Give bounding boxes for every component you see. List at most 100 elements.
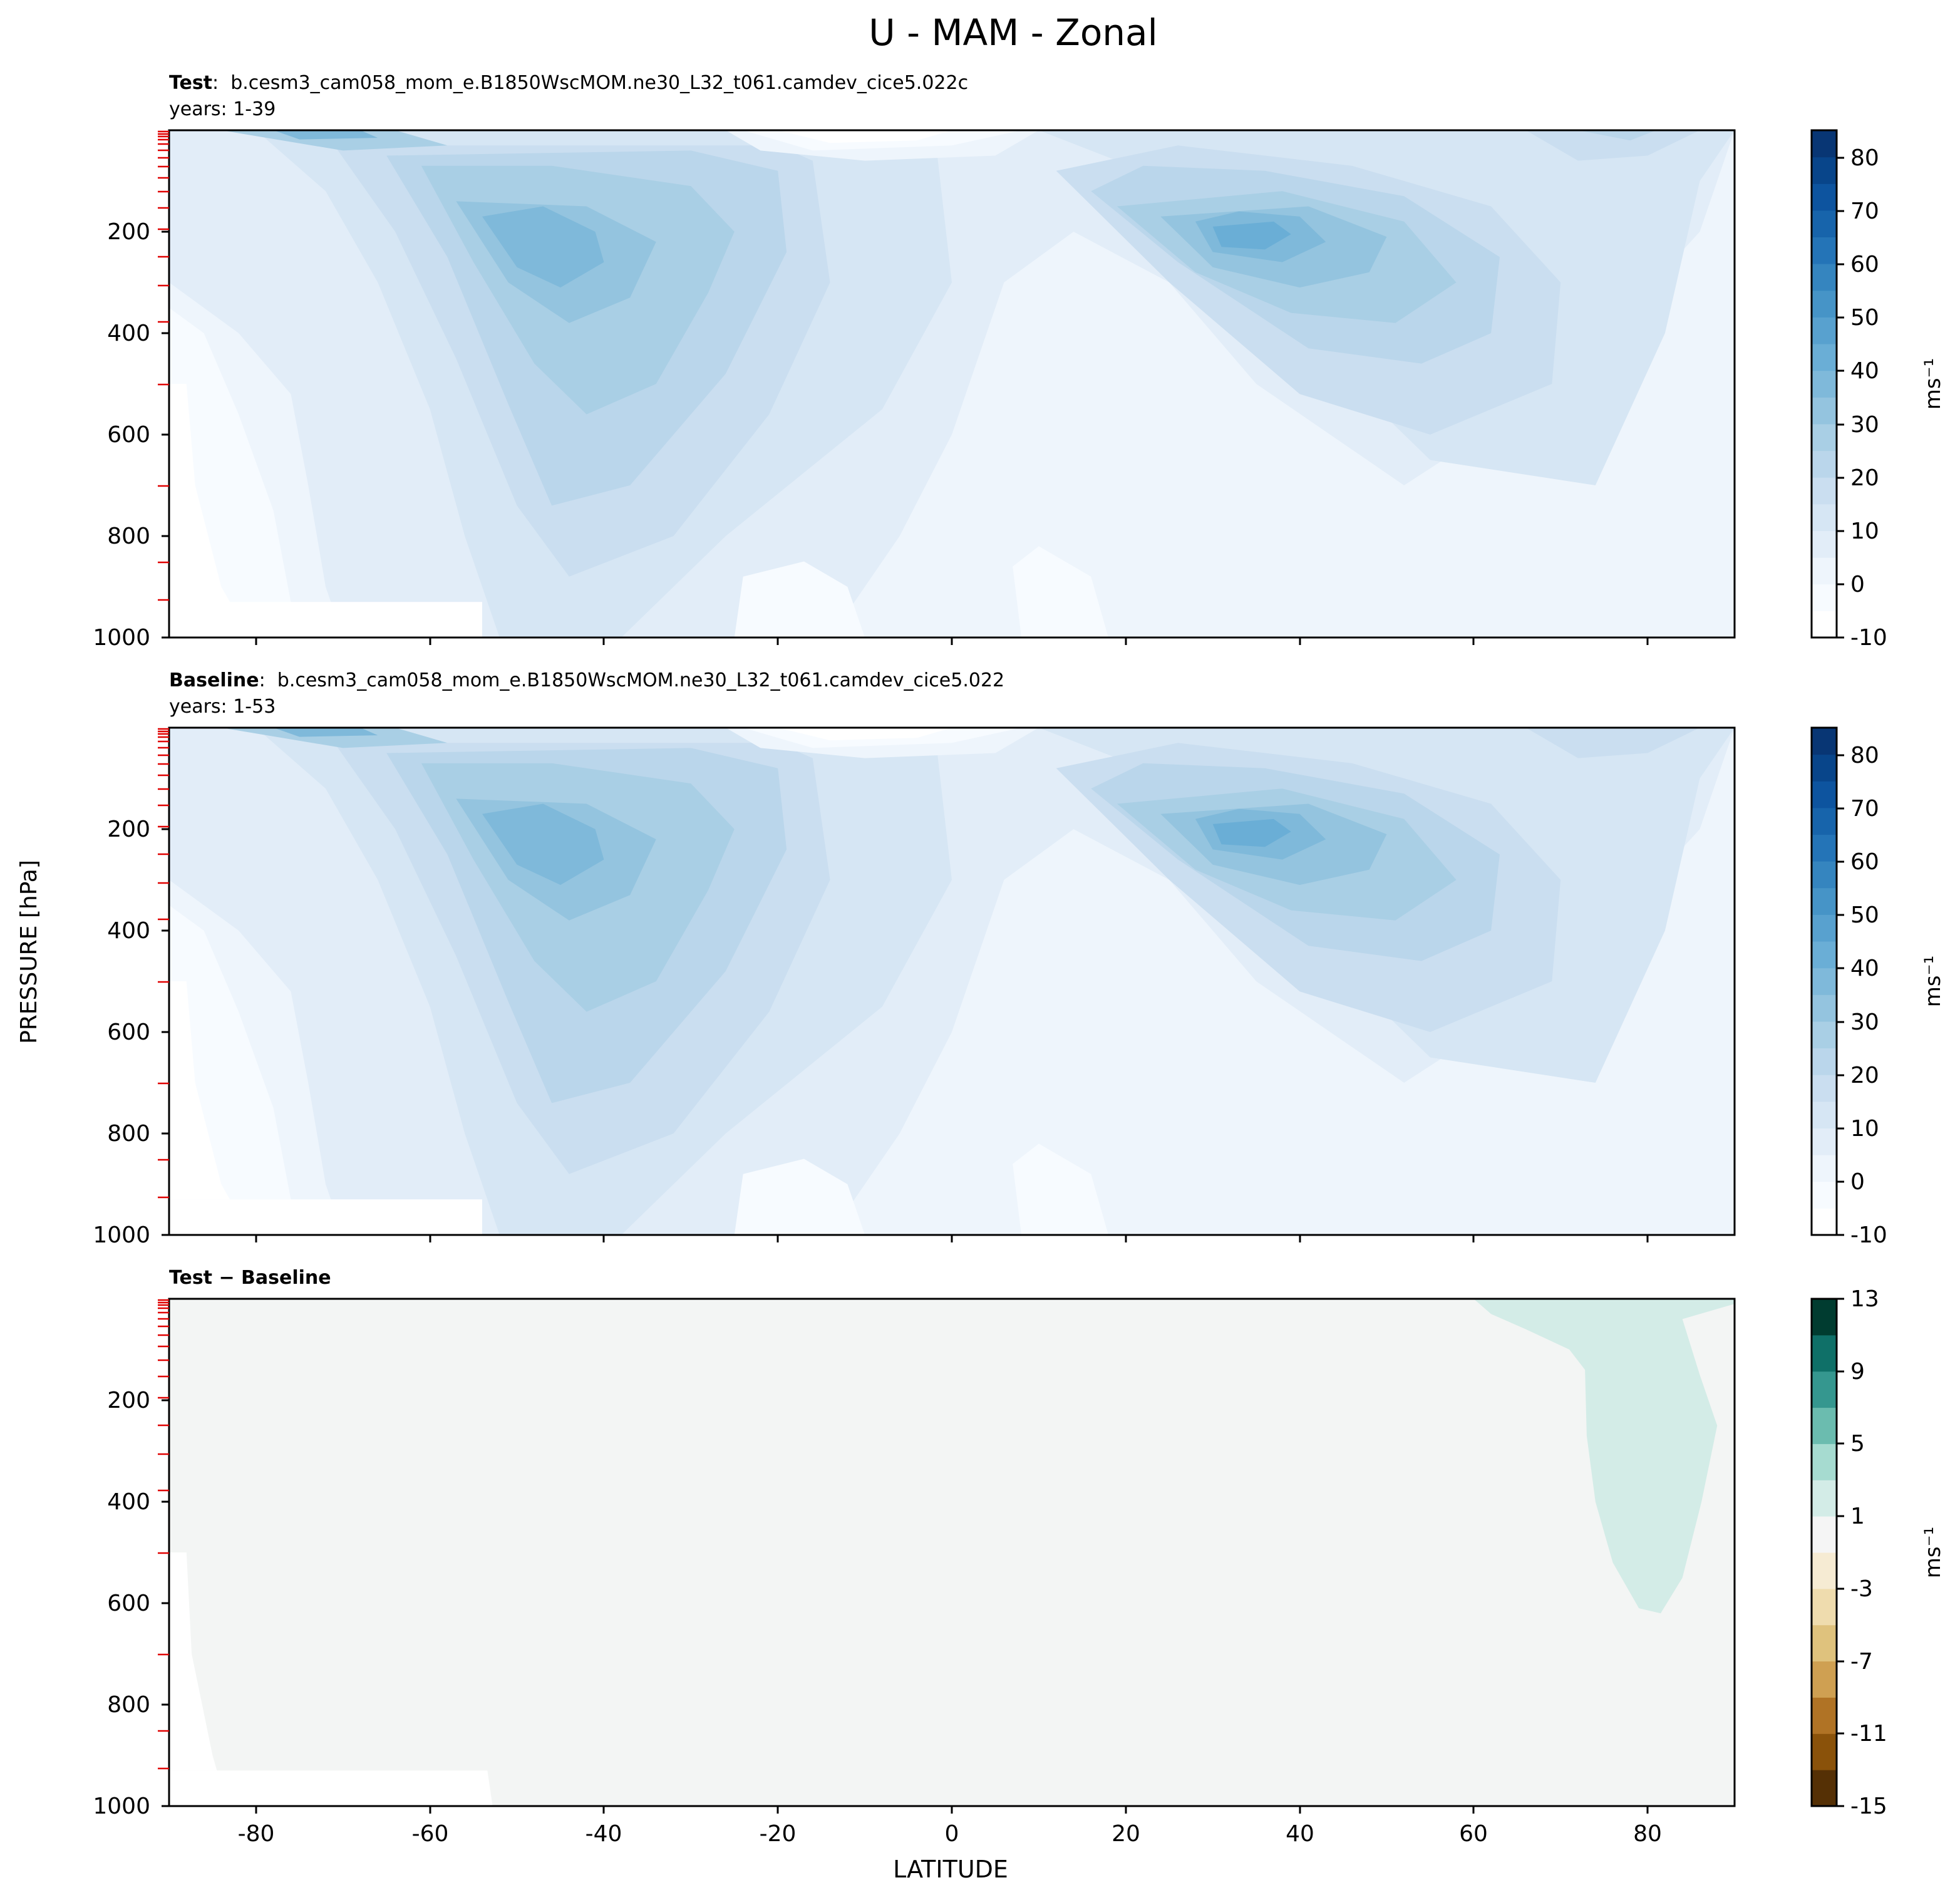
x-tick-label: 0	[945, 1821, 959, 1847]
colorbar-swatch	[1812, 1048, 1837, 1075]
panel-test-title-rest: : b.cesm3_cam058_mom_e.B1850WscMOM.ne30_…	[212, 72, 968, 94]
colorbar-baseline: 80 70 60 50 40 30 20 10 0 -10 ms⁻¹	[1810, 726, 1946, 1248]
y-tick-label: 1000	[93, 625, 150, 651]
y-tick-label: 1000	[93, 1794, 150, 1819]
colorbar-tick-label: 70	[1850, 796, 1879, 822]
colorbar-swatch	[1812, 183, 1837, 211]
colorbar-swatch	[1812, 370, 1837, 398]
colorbar-test: 80 70 60 50 40 30 20 10 0 -10 ms⁻¹	[1810, 129, 1946, 651]
colorbar-swatch	[1812, 1516, 1837, 1553]
contour-field-difference	[169, 1299, 1735, 1806]
colorbar-swatch	[1812, 1181, 1837, 1209]
colorbar-swatch	[1812, 1697, 1837, 1734]
panel-baseline: Baseline: b.cesm3_cam058_mom_e.B1850WscM…	[93, 669, 1946, 1248]
shared-x-axis-label: LATITUDE	[893, 1856, 1008, 1883]
y-ticks-baseline	[162, 828, 169, 1236]
y-tick-labels-baseline: 200 400 600 800 1000	[93, 817, 150, 1248]
colorbar-baseline-ticks	[1837, 754, 1844, 1236]
colorbar-tick-label: 50	[1850, 305, 1879, 331]
y-tick-label: 200	[107, 1388, 150, 1413]
colorbar-swatch	[1812, 807, 1837, 835]
colorbar-swatch	[1812, 1733, 1837, 1770]
colorbar-difference-frame	[1810, 1298, 1838, 1807]
colorbar-baseline-tick-labels: 80 70 60 50 40 30 20 10 0 -10	[1850, 743, 1887, 1248]
colorbar-swatch	[1812, 1335, 1837, 1372]
colorbar-swatch	[1812, 861, 1837, 889]
y-tick-label: 600	[107, 422, 150, 448]
y-tick-label: 200	[107, 817, 150, 842]
x-ticks-baseline	[255, 1235, 1649, 1242]
colorbar-swatch	[1812, 584, 1837, 611]
colorbar-tick-label: -7	[1850, 1649, 1873, 1675]
colorbar-swatch	[1812, 1443, 1837, 1480]
colorbar-tick-label: 9	[1850, 1359, 1865, 1385]
colorbar-swatch	[1812, 290, 1837, 318]
colorbar-swatch	[1812, 1021, 1837, 1049]
colorbar-tick-label: -11	[1850, 1721, 1887, 1747]
shared-y-axis-label: PRESSURE [hPa]	[16, 860, 42, 1044]
colorbar-swatch	[1812, 1624, 1837, 1662]
y-tick-labels-test: 200 400 600 800 1000	[93, 219, 150, 651]
colorbar-swatch	[1812, 344, 1837, 371]
colorbar-swatch	[1812, 1407, 1837, 1444]
x-tick-label: -60	[412, 1821, 449, 1847]
colorbar-swatch	[1812, 1128, 1837, 1155]
colorbar-tick-label: 80	[1850, 145, 1879, 171]
colorbar-tick-label: 13	[1850, 1286, 1879, 1312]
colorbar-tick-label: 20	[1850, 1063, 1879, 1088]
colorbar-tick-label: -15	[1850, 1794, 1887, 1819]
colorbar-swatch	[1812, 834, 1837, 862]
colorbar-baseline-units: ms⁻¹	[1921, 956, 1946, 1007]
colorbar-swatch	[1812, 503, 1837, 531]
colorbar-difference-tick-labels: 13 9 5 1 -3 -7 -11 -15	[1850, 1286, 1887, 1819]
colorbar-tick-label: 80	[1850, 743, 1879, 768]
colorbar-swatch	[1812, 754, 1837, 782]
colorbar-tick-label: 60	[1850, 252, 1879, 277]
colorbar-swatch	[1812, 530, 1837, 558]
colorbar-tick-label: -10	[1850, 625, 1887, 651]
contour-field-test	[169, 130, 1735, 638]
colorbar-swatch	[1812, 1371, 1837, 1408]
figure-title: U - MAM - Zonal	[869, 11, 1157, 54]
colorbar-baseline-swatches	[1812, 728, 1837, 1236]
colorbar-swatch	[1812, 611, 1837, 638]
colorbar-difference-units: ms⁻¹	[1921, 1527, 1946, 1578]
colorbar-tick-label: 20	[1850, 465, 1879, 491]
model-level-ticks-difference	[158, 1299, 169, 1770]
y-tick-label: 400	[107, 918, 150, 944]
colorbar-baseline-frame	[1810, 726, 1838, 1236]
contour-plot-difference	[169, 1299, 1735, 1806]
colorbar-swatch	[1812, 157, 1837, 184]
y-tick-label: 200	[107, 219, 150, 245]
colorbar-tick-label: 10	[1850, 1116, 1879, 1142]
y-tick-label: 600	[107, 1020, 150, 1045]
contour-plot-baseline	[169, 728, 1735, 1235]
colorbar-swatch	[1812, 941, 1837, 969]
colorbar-test-ticks	[1837, 157, 1844, 639]
panel-baseline-title-rest: : b.cesm3_cam058_mom_e.B1850WscMOM.ne30_…	[259, 669, 1005, 691]
colorbar-test-swatches	[1812, 130, 1837, 638]
y-tick-label: 800	[107, 1121, 150, 1147]
y-tick-label: 400	[107, 321, 150, 346]
colorbar-swatch	[1812, 968, 1837, 995]
colorbar-tick-label: 30	[1850, 412, 1879, 438]
y-tick-label: 800	[107, 1692, 150, 1718]
colorbar-tick-label: 40	[1850, 358, 1879, 384]
colorbar-tick-label: -10	[1850, 1222, 1887, 1248]
colorbar-tick-label: 30	[1850, 1009, 1879, 1035]
y-tick-labels-difference: 200 400 600 800 1000	[93, 1388, 150, 1819]
y-tick-label: 400	[107, 1489, 150, 1515]
colorbar-tick-label: 0	[1850, 1169, 1865, 1195]
panel-difference-title: Test − Baseline	[169, 1267, 331, 1289]
colorbar-swatch	[1812, 450, 1837, 478]
colorbar-swatch	[1812, 1155, 1837, 1182]
colorbar-swatch	[1812, 210, 1837, 238]
colorbar-swatch	[1812, 130, 1837, 158]
y-ticks-difference	[162, 1399, 169, 1807]
colorbar-tick-label: 40	[1850, 956, 1879, 981]
colorbar-swatch	[1812, 914, 1837, 942]
x-tick-label: -20	[760, 1821, 797, 1847]
x-tick-label: 20	[1112, 1821, 1140, 1847]
colorbar-swatch	[1812, 1075, 1837, 1102]
model-level-ticks-test	[158, 130, 169, 601]
